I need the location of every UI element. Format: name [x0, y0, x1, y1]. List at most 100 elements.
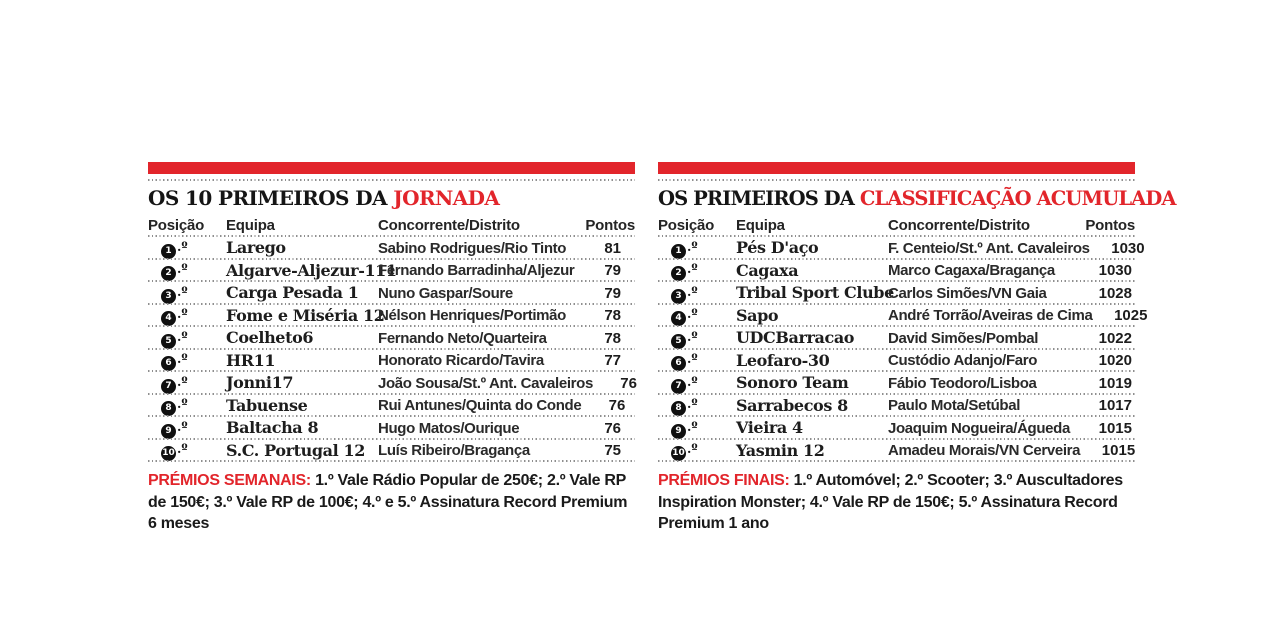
table-title-prefix: OS 10 PRIMEIROS DA [148, 186, 387, 210]
competitor-district: Carlos Simões/VN Gaia [888, 284, 1047, 302]
points-value: 79 [604, 262, 621, 280]
table-row: 9 .º Baltacha 8 Hugo Matos/Ourique 76 [148, 417, 635, 440]
points-value: 76 [620, 374, 637, 392]
points-value: 1020 [1098, 352, 1132, 370]
competitor-district: André Torrão/Aveiras de Cima [888, 307, 1093, 325]
ordinal-suffix: .º [177, 238, 188, 254]
ordinal-suffix: .º [687, 396, 698, 412]
prizes-text: 1.º Automóvel; 2.º Scooter; 3.º Ausculta… [658, 472, 1123, 532]
points-value: 78 [604, 307, 621, 325]
position-badge: 6 [671, 356, 686, 372]
column-header-pontos: Pontos [585, 216, 635, 234]
competitor-district: David Simões/Pombal [888, 329, 1039, 347]
position-badge: 1 [671, 243, 686, 259]
position-cell: 5 .º [148, 328, 226, 349]
position-badge: 2 [671, 266, 686, 282]
position-cell: 2 .º [148, 260, 226, 282]
position-cell: 3 .º [148, 283, 226, 304]
ordinal-suffix: .º [687, 283, 698, 299]
competitor-district: F. Centeio/St.º Ant. Cavaleiros [888, 239, 1090, 257]
ordinal-suffix: .º [687, 418, 698, 434]
points-value: 1017 [1098, 397, 1132, 415]
points-value: 76 [604, 419, 621, 437]
team-name: Baltacha 8 [226, 418, 319, 438]
team-name: HR11 [226, 350, 276, 370]
team-name: Carga Pesada 1 [226, 283, 359, 303]
prizes-footer: PRÉMIOS SEMANAIS: 1.º Vale Rádio Popular… [148, 470, 635, 535]
table-row: 3 .º Tribal Sport Clube Carlos Simões/VN … [658, 282, 1135, 305]
position-badge: 4 [161, 311, 176, 327]
ordinal-suffix: .º [177, 373, 188, 389]
points-value: 75 [604, 442, 621, 460]
ordinal-suffix: .º [687, 238, 698, 254]
table-title-accent: CLASSIFICAÇÃO ACUMULADA [859, 187, 1177, 210]
table-title-prefix: OS PRIMEIROS DA [658, 187, 855, 210]
ordinal-suffix: .º [687, 351, 698, 367]
table-row: 1 .º Pés D'aço F. Centeio/St.º Ant. Caval… [658, 237, 1145, 260]
competitor-district: Paulo Mota/Setúbal [888, 397, 1021, 415]
position-badge: 10 [671, 446, 686, 462]
team-name: Sapo [736, 305, 779, 325]
table-row: 5 .º UDCBarracao David Simões/Pombal 1022 [658, 327, 1135, 350]
points-value: 77 [604, 352, 621, 370]
competitor-district: Custódio Adanjo/Faro [888, 352, 1038, 370]
competitor-district: Joaquim Nogueira/Águeda [888, 419, 1070, 437]
position-badge: 8 [671, 401, 686, 417]
position-cell: 2 .º [658, 260, 736, 282]
table-row: 4 .º Fome e Miséria 12 Nélson Henriques/P… [148, 305, 635, 328]
team-name: Leofaro-30 [736, 350, 830, 370]
column-header-row: Posição Equipa Concorrente/Distrito Pont… [148, 213, 635, 237]
table-row: 10 .º Yasmin 12 Amadeu Morais/VN Cerveira… [658, 440, 1135, 463]
position-badge: 4 [671, 311, 686, 327]
competitor-district: Honorato Ricardo/Tavira [378, 352, 544, 370]
column-header-equipa: Equipa [736, 216, 785, 234]
red-top-bar [148, 162, 635, 174]
team-name: Vieira 4 [736, 418, 803, 438]
position-cell: 9 .º [148, 418, 226, 439]
position-cell: 5 .º [658, 328, 736, 349]
ordinal-suffix: .º [177, 261, 188, 277]
column-header-posicao: Posição [148, 216, 205, 234]
table-body: 1 .º Pés D'aço F. Centeio/St.º Ant. Caval… [658, 237, 1147, 463]
ordinal-suffix: .º [177, 441, 188, 457]
position-cell: 6 .º [148, 350, 226, 372]
team-name: Yasmin 12 [736, 440, 825, 460]
prizes-text: 1.º Vale Rádio Popular de 250€; 2.º Vale… [148, 472, 628, 532]
dotted-separator [658, 179, 1135, 181]
column-header-pontos: Pontos [1085, 216, 1135, 234]
table-body: 1 .º Larego Sabino Rodrigues/Rio Tinto 81… [148, 237, 637, 463]
position-cell: 1 .º [658, 238, 736, 259]
position-badge: 1 [161, 243, 176, 259]
column-header-row: Posição Equipa Concorrente/Distrito Pont… [658, 213, 1135, 237]
table-row: 10 .º S.C. Portugal 12 Luís Ribeiro/Braga… [148, 440, 635, 463]
team-name: S.C. Portugal 12 [226, 440, 365, 460]
competitor-district: Hugo Matos/Ourique [378, 419, 520, 437]
ordinal-suffix: .º [177, 306, 188, 322]
points-value: 1030 [1098, 262, 1132, 280]
position-badge: 9 [671, 423, 686, 439]
table-row: 9 .º Vieira 4 Joaquim Nogueira/Águeda 101… [658, 417, 1135, 440]
team-name: Sarrabecos 8 [736, 395, 848, 415]
points-value: 1028 [1098, 284, 1132, 302]
points-value: 1015 [1101, 442, 1136, 460]
competitor-district: Nélson Henriques/Portimão [378, 307, 566, 325]
table-row: 6 .º Leofaro-30 Custódio Adanjo/Faro 1020 [658, 350, 1135, 373]
team-name: Tabuense [226, 395, 308, 415]
points-value: 1025 [1114, 307, 1148, 325]
position-cell: 7 .º [148, 373, 226, 394]
team-name: Pés D'aço [736, 238, 819, 258]
position-cell: 4 .º [658, 305, 736, 327]
competitor-district: Fábio Teodoro/Lisboa [888, 374, 1037, 392]
position-badge: 2 [161, 266, 176, 282]
ordinal-suffix: .º [687, 306, 698, 322]
ordinal-suffix: .º [177, 283, 188, 299]
competitor-district: Fernando Neto/Quarteira [378, 329, 547, 347]
position-cell: 8 .º [148, 395, 226, 417]
position-badge: 10 [161, 446, 176, 462]
ordinal-suffix: .º [177, 418, 188, 434]
table-title: OS PRIMEIROS DA CLASSIFICAÇÃO ACUMULADA [658, 187, 1177, 210]
team-name: Sonoro Team [736, 373, 849, 393]
position-badge: 5 [161, 333, 176, 349]
competitor-district: João Sousa/St.º Ant. Cavaleiros [378, 374, 593, 392]
table-row: 8 .º Sarrabecos 8 Paulo Mota/Setúbal 1017 [658, 395, 1135, 418]
